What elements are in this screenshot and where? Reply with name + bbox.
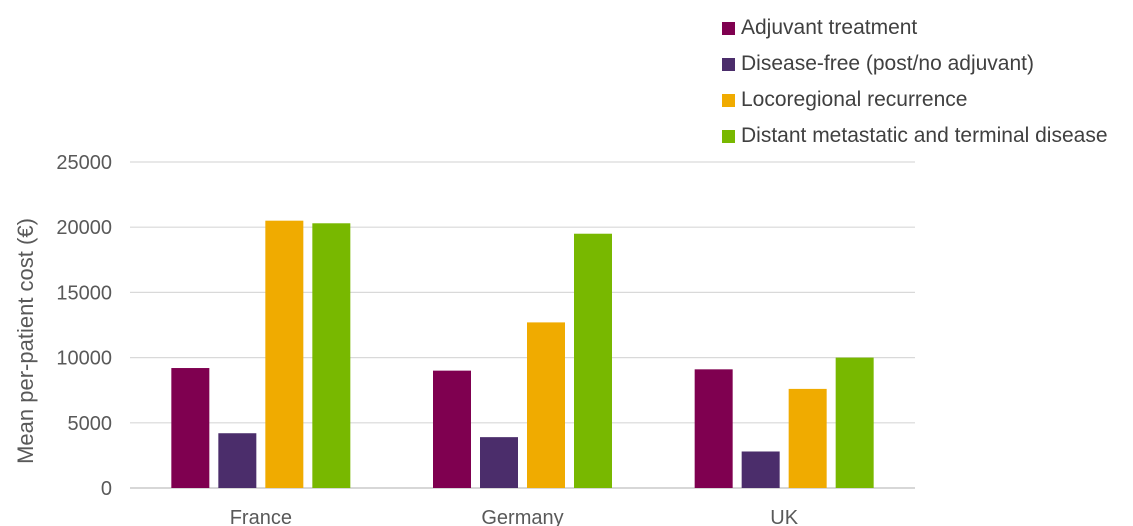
- x-axis-ticks: France Germany UK: [230, 507, 799, 526]
- bar-germany-series-3: [527, 322, 565, 488]
- legend-label: Disease-free (post/no adjuvant): [741, 52, 1034, 75]
- y-tick-label: 10000: [56, 348, 112, 370]
- y-tick-label: 5000: [68, 413, 113, 435]
- legend-item: Adjuvant treatment: [722, 10, 1108, 46]
- y-tick-label: 0: [101, 478, 112, 500]
- bar-uk-series-2: [741, 451, 780, 488]
- y-tick-label: 20000: [56, 217, 112, 239]
- y-tick-label: 15000: [56, 282, 112, 304]
- legend-swatch: [722, 129, 735, 143]
- legend-label: Distant metastatic and terminal disease: [741, 124, 1108, 147]
- legend: Adjuvant treatment Disease-free (post/no …: [722, 10, 1108, 154]
- y-axis-title: Mean per-patient cost (€): [13, 218, 38, 464]
- legend-label: Locoregional recurrence: [741, 88, 968, 111]
- y-axis-ticks: 0 5000 10000 15000 20000 25000: [56, 152, 112, 500]
- bar-germany-series-4: [574, 233, 612, 488]
- x-tick-label: France: [230, 507, 292, 526]
- bar-france-series-4: [312, 223, 351, 488]
- legend-swatch: [722, 21, 735, 35]
- legend-swatch: [722, 57, 735, 71]
- bar-france-series-2: [218, 433, 257, 488]
- legend-swatch: [722, 93, 735, 107]
- legend-label: Adjuvant treatment: [741, 16, 918, 39]
- bar-uk-series-3: [788, 388, 827, 488]
- gridlines: [130, 161, 915, 489]
- legend-item: Disease-free (post/no adjuvant): [722, 46, 1108, 82]
- bar-uk-series-4: [835, 357, 874, 488]
- x-tick-label: UK: [770, 507, 798, 526]
- bars: [171, 220, 874, 488]
- x-tick-label: Germany: [481, 507, 563, 526]
- bar-germany-series-2: [480, 437, 518, 488]
- bar-germany-series-1: [433, 370, 471, 488]
- y-tick-label: 25000: [56, 152, 112, 174]
- bar-france-series-1: [171, 368, 210, 488]
- bar-uk-series-1: [694, 369, 733, 488]
- legend-item: Distant metastatic and terminal disease: [722, 118, 1108, 154]
- legend-item: Locoregional recurrence: [722, 82, 1108, 118]
- bar-france-series-3: [265, 220, 304, 488]
